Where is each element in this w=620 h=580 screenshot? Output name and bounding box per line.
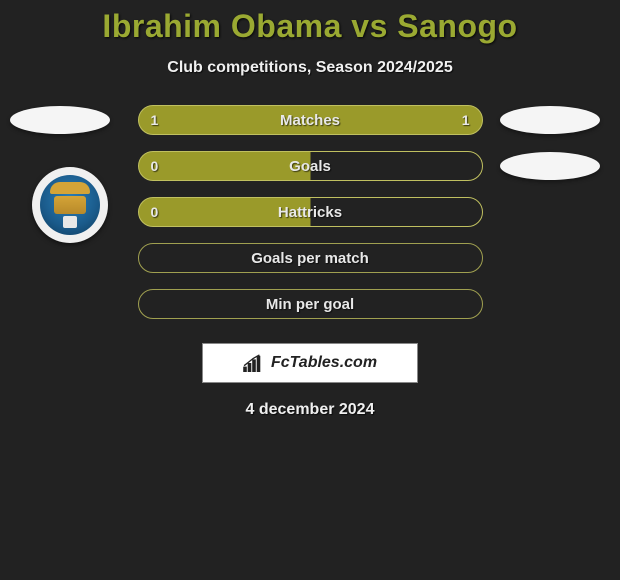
- stat-value-left: 1: [151, 112, 159, 128]
- stat-row: Matches 1 1: [0, 105, 620, 135]
- stat-label: Goals per match: [251, 250, 369, 267]
- stat-pill: Hattricks 0: [138, 197, 483, 227]
- club-crest-icon: [40, 175, 100, 235]
- club-badge: [32, 167, 108, 243]
- stat-label: Hattricks: [278, 204, 342, 221]
- bars-icon: [243, 354, 265, 372]
- player-right-marker: [500, 152, 600, 180]
- stat-row: Hattricks 0: [0, 197, 620, 227]
- stat-row: Goals per match: [0, 243, 620, 273]
- stat-value-left: 0: [151, 204, 159, 220]
- stat-pill: Matches 1 1: [138, 105, 483, 135]
- stat-value-left: 0: [151, 158, 159, 174]
- stat-row: Min per goal: [0, 289, 620, 319]
- stat-label: Goals: [289, 158, 331, 175]
- stat-pill: Goals per match: [138, 243, 483, 273]
- source-logo: FcTables.com: [202, 343, 418, 383]
- stat-label: Matches: [280, 112, 340, 129]
- stat-value-right: 1: [462, 112, 470, 128]
- date-label: 4 december 2024: [0, 401, 620, 419]
- comparison-infographic: Ibrahim Obama vs Sanogo Club competition…: [0, 0, 620, 419]
- stat-label: Min per goal: [266, 296, 354, 313]
- player-left-marker: [10, 106, 110, 134]
- stat-pill: Min per goal: [138, 289, 483, 319]
- stats-rows: Matches 1 1 Goals 0 Hattricks 0 Goals per match…: [0, 105, 620, 319]
- player-right-marker: [500, 106, 600, 134]
- subtitle: Club competitions, Season 2024/2025: [0, 59, 620, 77]
- logo-text: FcTables.com: [271, 354, 377, 372]
- stat-pill: Goals 0: [138, 151, 483, 181]
- page-title: Ibrahim Obama vs Sanogo: [0, 8, 620, 45]
